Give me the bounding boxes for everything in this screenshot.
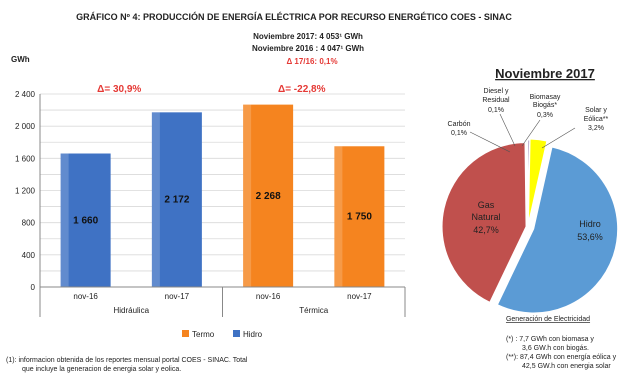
group-delta-label: Δ= 30,9% [97,84,141,95]
pie-label-gas-name-1: Gas [478,200,495,210]
pie-label-gas-pct: 42,7% [473,225,499,235]
bar-chart-y-tick-labels: 0 400 800 1 200 1 600 2 000 2 400 [15,90,36,292]
y-tick-label: 2 400 [15,90,36,99]
pie-label-biomasa-pct: 0,3% [537,112,553,119]
bar-chart-legend: Termo Hidro [182,330,263,339]
group-delta-label: Δ= -22,8% [278,84,326,95]
x-group-label: Hidráulica [113,306,149,315]
pie-label-solar-name-2: Eólica** [584,116,609,123]
bar-térmica-nov-16 [243,104,294,288]
pie-label-diesel-name-2: Residual [482,97,510,104]
pie-slice-solar-y-e-lica- [527,138,548,224]
x-tick-label: nov-17 [165,292,190,301]
bar-value-label: 1 750 [347,212,372,223]
bar-value-label: 2 172 [164,195,189,206]
pie-label-carbon-name: Carbón [448,121,471,128]
pie-chart-labels: Hidro 53,6% Gas Natural 42,7% Carbón 0,1% Diese… [448,88,609,242]
footnote-wind-solar-line-2: 42,5 GW.h con energia solar [522,363,611,370]
pie-leader-line [469,131,511,153]
x-group-label: Térmica [299,306,328,315]
footnote-source: (1): informacion obtenida de los reporte… [6,356,247,374]
pie-label-biomasa-name-1: Biomasay [530,94,561,101]
pie-label-diesel-name-1: Diesel y [484,88,509,95]
pie-slice-hidro [496,146,619,314]
footnote-source-line-1: (1): informacion obtenida de los reporte… [6,357,248,364]
y-tick-label: 2 000 [15,122,36,131]
pie-label-solar-name-1: Solar y [585,107,607,114]
footnote-biomass-line-2: 3,6 GW.h con biogás. [522,345,589,352]
pie-leader-line [541,127,576,149]
total-2016: Noviembre 2016 : 4 047¹ GWh [252,44,364,53]
y-tick-label: 0 [31,283,36,292]
total-delta: Δ 17/16: 0,1% [286,57,337,66]
pie-chart [441,138,619,314]
bar-value-label: 1 660 [73,215,98,226]
bar-highlight [60,153,69,287]
pie-caption: Generación de Electricidad [506,316,590,323]
pie-label-hidro-name: Hidro [579,219,601,229]
legend-label-hidro: Hidro [243,330,263,339]
pie-label-biomasa-name-2: Biogás* [533,102,557,109]
y-tick-label: 1 600 [15,154,36,163]
bar-highlight [243,104,252,288]
pie-label-diesel-pct: 0,1% [488,107,504,114]
y-tick-label: 1 200 [15,187,36,196]
pie-label-carbon-pct: 0,1% [451,130,467,137]
footnote-wind-solar-line-1: (**): 87,4 GWh con energía eólica y [506,354,617,361]
bar-value-label: 2 268 [256,191,281,202]
footnote-pie: (*) : 7,7 GWh con biomasa y 3,6 GW.h con… [506,335,616,371]
bar-chart-data-labels: 1 660 2 172 2 268 1 750 [73,191,372,226]
bar-highlight [334,146,343,287]
pie-leader-line [499,113,516,147]
bar-térmica-nov-17 [334,146,385,287]
pie-label-solar-pct: 3,2% [588,125,604,132]
x-tick-label: nov-16 [256,292,281,301]
pie-title: Noviembre 2017 [495,66,595,81]
y-tick-label: 400 [22,251,36,260]
bar-hidráulica-nov-16 [60,153,111,287]
x-tick-label: nov-16 [73,292,98,301]
footnote-biomass-line-1: (*) : 7,7 GWh con biomasa y [506,336,594,343]
pie-label-hidro-pct: 53,6% [577,232,603,242]
y-tick-label: 800 [22,219,36,228]
bar-highlight [151,112,160,288]
bar-chart-x-axis: nov-16 nov-17 Hidráulica nov-16 nov-17 Térmic… [39,94,406,317]
legend-swatch-hidro [233,330,240,337]
x-tick-label: nov-17 [347,292,372,301]
total-2017: Noviembre 2017: 4 053¹ GWh [253,32,363,41]
bar-chart-bars [60,104,385,288]
bar-chart-delta-labels: Δ= 30,9% Δ= -22,8% [97,84,325,95]
footnote-source-line-2: que incluye la generacion de energia sol… [22,366,182,373]
chart-title: GRÁFICO Nº 4: PRODUCCIÓN DE ENERGÍA ELÉC… [76,11,512,22]
legend-swatch-termo [182,330,189,337]
pie-label-gas-name-2: Natural [471,212,500,222]
y-axis-unit-label: GWh [11,55,30,64]
legend-label-termo: Termo [192,330,215,339]
bar-hidráulica-nov-17 [151,112,202,288]
pie-slice-gas-natural [441,142,527,304]
pie-leader-line [521,119,541,147]
